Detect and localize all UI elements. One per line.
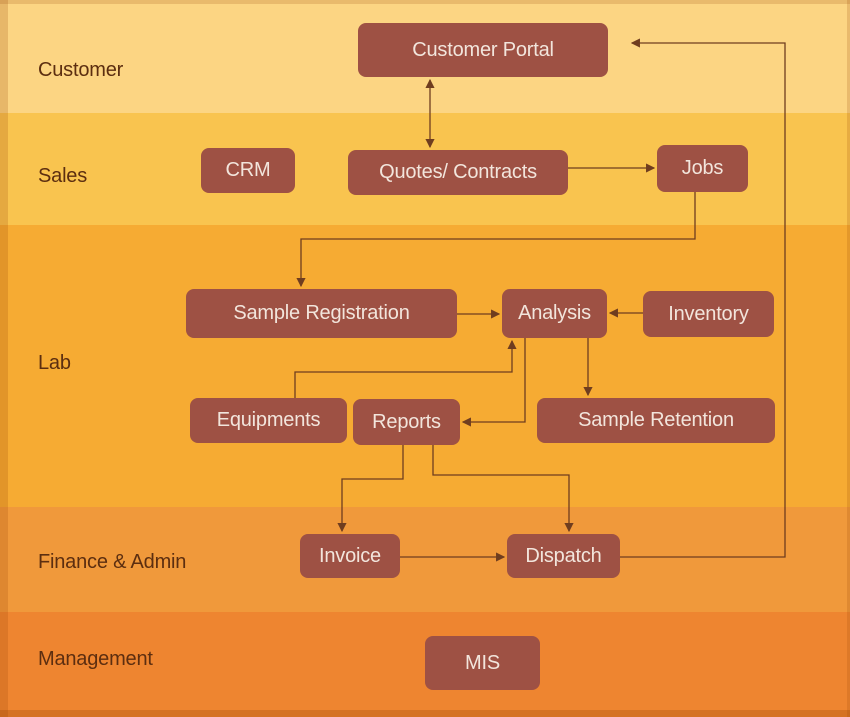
node-invoice: Invoice [300,534,400,578]
node-dispatch: Dispatch [507,534,620,578]
lane-lab [0,225,850,507]
node-sample-registration: Sample Registration [186,289,457,338]
node-sample-retention: Sample Retention [537,398,775,443]
node-equipments: Equipments [190,398,347,443]
lane-label-finance: Finance & Admin [38,551,187,573]
lane-label-sales: Sales [38,165,88,187]
node-mis: MIS [425,636,540,690]
node-jobs: Jobs [657,145,748,192]
lane-label-lab: Lab [38,352,71,374]
node-quotes-contracts: Quotes/ Contracts [348,150,568,195]
lane-label-management: Management [38,648,153,670]
node-reports: Reports [353,399,460,445]
node-inventory: Inventory [643,291,774,337]
node-crm: CRM [201,148,295,193]
node-analysis: Analysis [502,289,607,338]
node-customer-portal: Customer Portal [358,23,608,77]
lane-label-customer: Customer [38,59,124,81]
